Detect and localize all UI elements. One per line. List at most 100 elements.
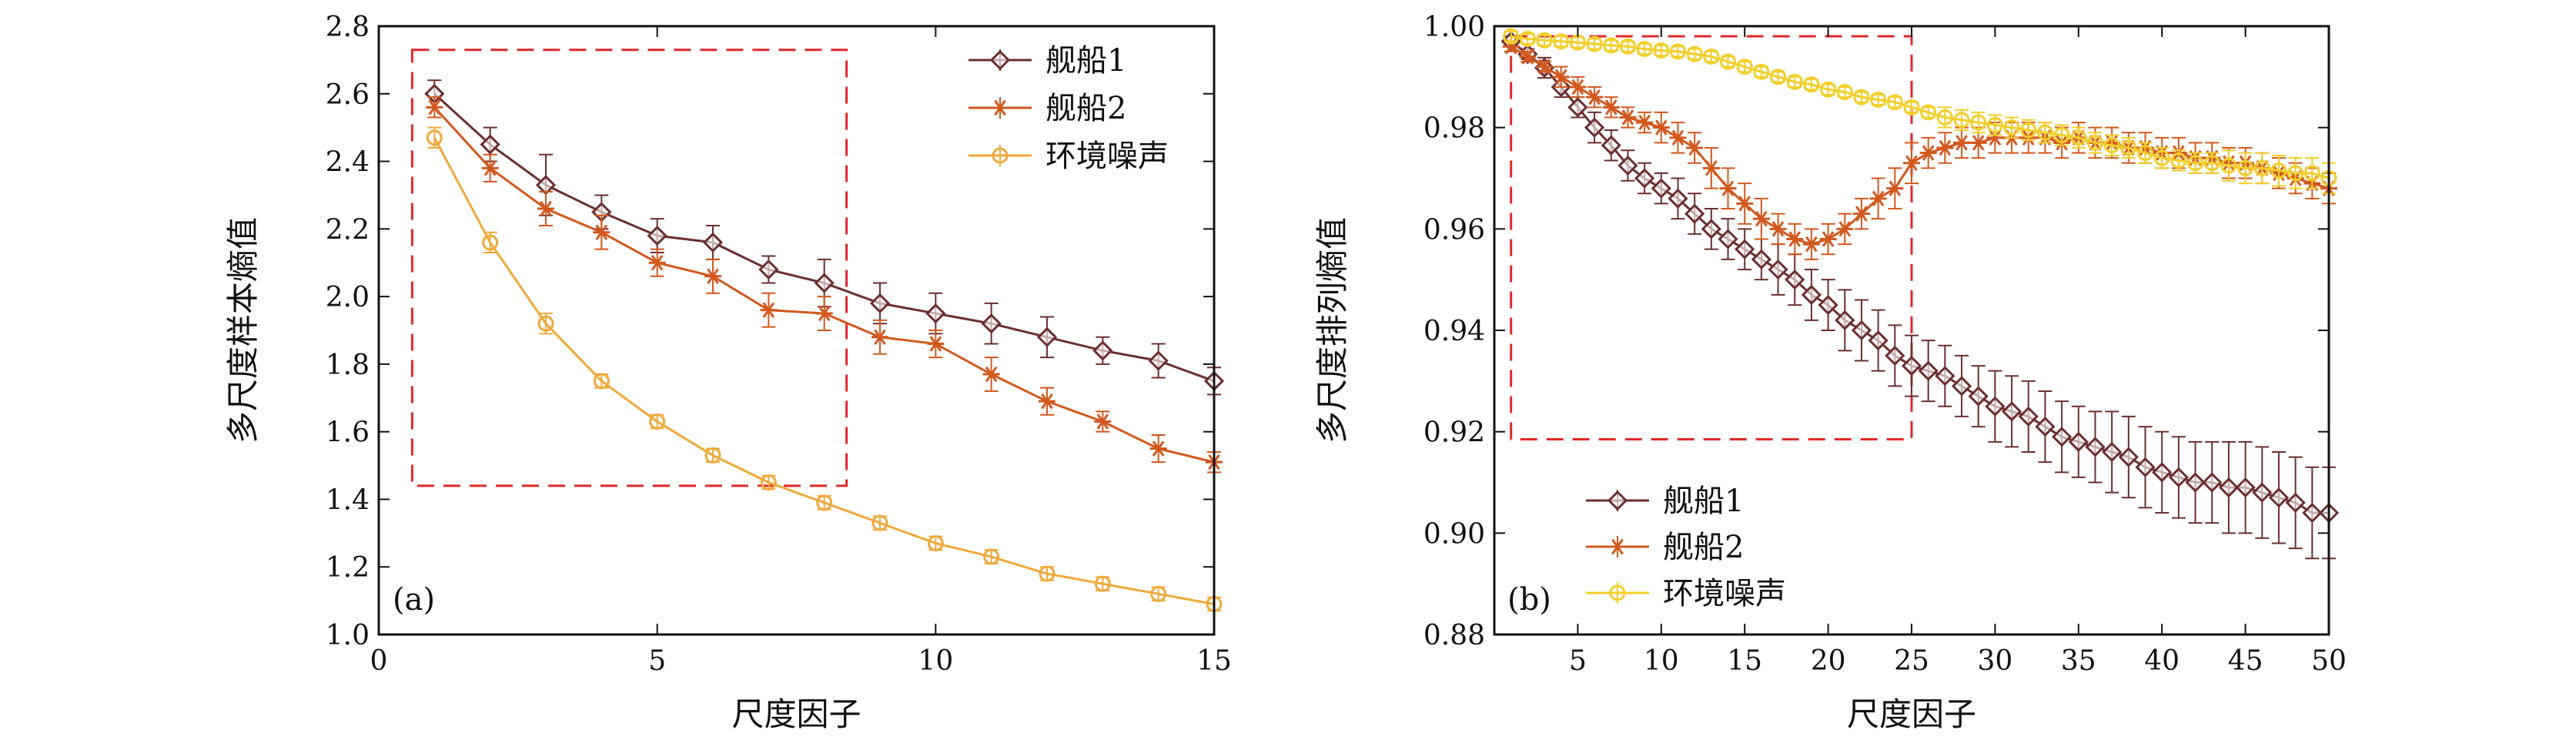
data-point-diamond bbox=[535, 175, 557, 196]
data-point-diamond bbox=[2202, 472, 2223, 493]
data-point-diamond bbox=[2001, 401, 2022, 422]
data-point-star bbox=[704, 268, 721, 284]
data-point-star bbox=[1536, 59, 1554, 75]
data-point-circle bbox=[1619, 38, 1636, 55]
data-point-diamond bbox=[2051, 427, 2073, 447]
data-point-diamond bbox=[1735, 239, 1755, 259]
series-3 bbox=[1503, 28, 2337, 195]
data-point-star bbox=[1786, 231, 1804, 247]
data-point-diamond bbox=[1835, 310, 1855, 330]
x-tick-label: 25 bbox=[1894, 645, 1929, 677]
star-stroke bbox=[1922, 145, 1935, 161]
data-point-circle bbox=[760, 474, 777, 491]
data-point-circle bbox=[1803, 76, 1820, 93]
panel-a-chart: 1.0 1.2 1.4 1.6 1.8 2.0 2.2 2.4 2.6 2.8 0 5 10 15 尺度因子… bbox=[224, 12, 1232, 733]
data-point-star bbox=[1609, 538, 1626, 555]
data-point-diamond bbox=[1618, 155, 1638, 176]
data-point-star bbox=[992, 99, 1009, 116]
data-point-diamond bbox=[2235, 477, 2256, 498]
y-tick-label: 0.96 bbox=[1423, 214, 1485, 246]
data-point-circle bbox=[871, 514, 888, 531]
legend-item: 舰船2 bbox=[969, 91, 1126, 126]
data-point-star bbox=[1602, 99, 1620, 116]
star-stroke bbox=[1788, 231, 1802, 247]
data-point-circle bbox=[1094, 575, 1111, 592]
data-point-star bbox=[1852, 206, 1870, 222]
data-point-star bbox=[1652, 119, 1670, 136]
data-point-circle bbox=[537, 315, 554, 332]
star-stroke bbox=[1521, 49, 1534, 65]
data-point-diamond bbox=[2252, 482, 2273, 503]
y-tick-label: 0.90 bbox=[1423, 518, 1485, 550]
data-point-circle bbox=[1609, 584, 1626, 601]
data-point-diamond bbox=[869, 293, 891, 314]
series-2 bbox=[1502, 39, 2337, 260]
y-tick-label: 1.6 bbox=[326, 417, 370, 449]
data-point-diamond bbox=[2085, 437, 2106, 457]
data-point-circle bbox=[2303, 165, 2320, 182]
y-tick-label: 1.4 bbox=[326, 484, 370, 516]
legend-item: 舰船1 bbox=[969, 43, 1126, 79]
data-point-diamond bbox=[1785, 270, 1805, 290]
data-point-star bbox=[1836, 221, 1854, 237]
data-point-circle bbox=[2053, 127, 2070, 144]
data-point-circle bbox=[1636, 41, 1653, 58]
data-point-diamond bbox=[2068, 431, 2089, 452]
data-point-circle bbox=[1786, 73, 1803, 90]
y-tick-label: 2.2 bbox=[326, 214, 370, 246]
legend-item: 环境噪声 bbox=[1586, 576, 1786, 611]
data-point-diamond bbox=[1036, 326, 1058, 347]
star-stroke bbox=[1671, 129, 1684, 146]
data-point-diamond bbox=[1951, 376, 1972, 397]
x-tick-label: 0 bbox=[370, 645, 388, 677]
y-tick-label: 1.2 bbox=[326, 552, 370, 584]
error-bar bbox=[2305, 157, 2320, 189]
data-point-circle bbox=[2036, 124, 2053, 141]
panel-b-chart: 0.88 0.90 0.92 0.94 0.96 0.98 1.00 5 10 15 20 25 30 3… bbox=[1313, 12, 2347, 733]
data-point-star bbox=[1736, 196, 1754, 212]
x-tick-label: 10 bbox=[1644, 645, 1679, 677]
data-point-diamond bbox=[1148, 350, 1169, 371]
data-point-circle bbox=[649, 414, 666, 430]
star-stroke bbox=[1872, 190, 1885, 207]
data-point-star bbox=[1919, 145, 1937, 161]
data-point-circle bbox=[1753, 63, 1770, 80]
data-point-circle bbox=[2220, 157, 2237, 174]
data-point-diamond bbox=[1584, 117, 1605, 138]
star-stroke bbox=[540, 200, 552, 217]
data-point-diamond bbox=[1751, 249, 1772, 270]
data-point-star bbox=[1636, 114, 1654, 131]
data-point-star bbox=[927, 336, 945, 352]
data-point-diamond bbox=[2268, 487, 2290, 508]
star-stroke bbox=[1096, 414, 1109, 430]
star-stroke bbox=[1538, 59, 1551, 75]
data-point-circle bbox=[2253, 159, 2270, 176]
data-point-diamond bbox=[1818, 294, 1838, 316]
star-stroke bbox=[1588, 89, 1601, 105]
data-point-circle bbox=[1669, 43, 1686, 60]
data-point-diamond bbox=[1968, 386, 1989, 407]
data-point-circle bbox=[983, 548, 1000, 565]
legend-label: 舰船2 bbox=[1663, 530, 1744, 565]
data-point-diamond bbox=[758, 259, 779, 280]
data-point-circle bbox=[2120, 139, 2137, 156]
y-tick-label: 2.0 bbox=[326, 282, 370, 313]
data-point-circle bbox=[2203, 155, 2220, 172]
data-point-circle bbox=[2103, 137, 2120, 154]
data-point-diamond bbox=[1851, 320, 1872, 341]
data-point-circle bbox=[1603, 37, 1620, 54]
y-tick-label: 0.92 bbox=[1423, 417, 1485, 449]
y-axis-label: 多尺度样本熵值 bbox=[224, 217, 262, 444]
data-point-diamond bbox=[1567, 97, 1588, 118]
data-point-diamond bbox=[1701, 219, 1721, 239]
data-point-circle bbox=[2003, 119, 2020, 136]
data-point-diamond bbox=[1935, 366, 1955, 387]
data-point-star bbox=[1819, 231, 1837, 247]
legend-label: 舰船2 bbox=[1045, 91, 1126, 126]
legend-label: 舰船1 bbox=[1663, 484, 1744, 519]
data-point-circle bbox=[1653, 42, 1670, 59]
data-point-star bbox=[1936, 139, 1954, 156]
data-point-star bbox=[815, 305, 833, 322]
y-tick-label: 0.88 bbox=[1423, 620, 1485, 651]
data-point-star bbox=[760, 302, 778, 318]
